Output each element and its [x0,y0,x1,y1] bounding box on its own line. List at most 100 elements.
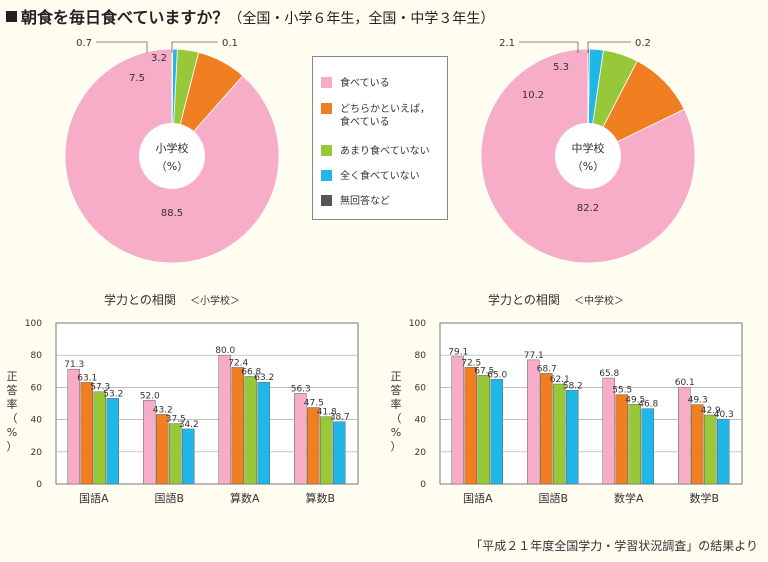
bar-value-label: 34.2 [179,420,199,430]
x-tick-label: 算数B [305,491,335,505]
bar [615,394,628,485]
legend-swatch [321,170,332,181]
y-axis-label-char: 率 [7,397,18,411]
bar-chart-title: 学力との相関 [104,292,176,307]
y-tick-label: 20 [31,448,43,458]
y-tick-label: 40 [31,416,43,426]
bar-value-label: 46.8 [638,400,658,410]
pie-unit-label: （%） [156,160,188,173]
x-tick-label: 国語B [154,491,184,505]
bar-value-label: 65.8 [599,369,619,379]
pie-value-label: 5.3 [553,62,569,73]
legend-label: 全く食べていない [340,171,420,182]
legend-swatch [321,77,332,88]
y-tick-label: 20 [415,448,427,458]
y-tick-label: 40 [415,416,427,426]
x-tick-label: 国語B [538,491,568,505]
bar [678,386,691,485]
x-tick-label: 国語A [463,491,493,505]
y-tick-label: 0 [36,480,42,490]
bar [566,390,579,485]
bar [93,391,106,485]
bar [169,423,182,485]
bar [143,400,156,485]
bar-chart-junior-high: 学力との相関 ＜中学校＞ 0 20 40 60 80 100 正答率（%） 79.172.567.… [391,292,743,505]
bar-value-label: 72.5 [461,358,481,368]
bar [704,414,717,485]
bar-value-label: 58.2 [563,381,583,391]
pie-value-label: 7.5 [129,73,145,84]
bar-value-label: 37.5 [166,415,186,425]
pie-value-label: 10.2 [522,90,544,101]
bar [451,356,464,485]
x-tick-label: 数学B [689,491,719,505]
y-axis-label-char: 答 [391,383,402,397]
pie-value-label: 3.2 [151,53,167,64]
y-axis-label-char: （ [7,412,18,425]
y-axis-label-char: 正 [7,370,18,383]
title-main: 朝食を毎日食べていますか？ [21,8,229,27]
bar [691,404,704,485]
pie-value-label: 88.5 [161,208,183,219]
bar-value-label: 65.0 [487,370,507,380]
pie-center-label: 中学校 [572,141,605,155]
x-tick-label: 算数A [230,491,260,505]
legend-swatch [321,195,332,206]
bar-value-label: 80.0 [215,346,235,356]
pie-value-label: 82.2 [577,203,599,214]
y-tick-label: 60 [31,383,43,393]
bar [602,377,615,485]
pie-center-label: 小学校 [156,141,189,155]
bar [540,373,553,485]
y-tick-label: 100 [25,319,42,329]
y-axis-label-char: % [391,426,401,439]
bar [182,428,195,485]
bar [527,359,540,485]
bar [257,381,270,485]
bar-chart-title: 学力との相関 [488,292,560,307]
bar-value-label: 57.3 [90,383,110,393]
bar-value-label: 68.7 [537,364,557,374]
bar-value-label: 63.2 [254,373,274,383]
bar-value-label: 49.5 [625,395,645,405]
legend: 食べている どちらかといえば， 食べている あまり食べていない 全く食べていない… [312,56,448,220]
bar-value-label: 55.5 [612,386,632,396]
pie-value-label: 0.7 [76,38,92,49]
bar [477,375,490,485]
pie-value-label: 0.2 [635,38,651,49]
bar-value-label: 66.8 [241,367,261,377]
y-axis-label-char: 正 [391,370,402,383]
pie-leader-line [519,41,579,53]
bar-value-label: 77.1 [524,351,544,361]
bar [106,398,119,485]
pie-value-label: 0.1 [222,38,238,49]
bar [231,367,244,485]
bar [628,404,641,485]
pie-leader-line [587,41,631,53]
bar-chart-subtitle: ＜小学校＞ [190,294,240,307]
bar-chart-elementary: 学力との相関 ＜小学校＞ 0 20 40 60 80 100 正答率（%） 71.3 63.157.… [7,292,359,505]
bar-value-label: 47.5 [304,399,324,409]
bar-value-label: 40.3 [714,410,734,420]
bar [80,382,93,485]
bar [307,407,320,485]
bar-value-label: 52.0 [140,391,160,401]
bar-value-label: 42.9 [701,406,721,416]
legend-label: 無回答など [340,196,390,207]
pie-center-hole [555,123,621,189]
y-tick-label: 100 [409,319,426,329]
y-tick-label: 0 [420,480,426,490]
y-tick-label: 80 [415,351,427,361]
pie-unit-label: （%） [572,160,604,173]
legend-label: どちらかといえば， 食べている [340,104,430,128]
bar-value-label: 79.1 [448,348,468,358]
y-axis-label-char: % [7,426,17,439]
bar-value-label: 43.2 [153,405,173,415]
bar-value-label: 67.5 [474,366,494,376]
bar-value-label: 60.1 [675,378,695,388]
bar [244,376,257,485]
pie-center-hole [139,123,205,189]
source-note: 「平成２１年度全国学力・学習状況調査」の結果より [470,539,758,553]
bar-value-label: 41.8 [317,408,337,418]
y-axis-label-char: ） [391,440,402,453]
